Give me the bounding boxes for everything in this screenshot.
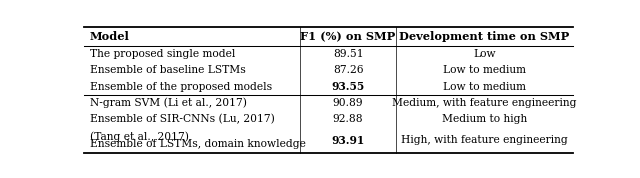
Text: Low to medium: Low to medium	[443, 82, 526, 92]
Text: Ensemble of SIR-CNNs (Lu, 2017): Ensemble of SIR-CNNs (Lu, 2017)	[90, 114, 275, 125]
Text: Low: Low	[473, 49, 496, 59]
Text: Low to medium: Low to medium	[443, 65, 526, 75]
Text: (Tang et al., 2017): (Tang et al., 2017)	[90, 131, 189, 142]
Text: 87.26: 87.26	[333, 65, 364, 75]
Text: High, with feature engineering: High, with feature engineering	[401, 135, 568, 145]
Text: Development time on SMP: Development time on SMP	[399, 31, 570, 42]
Text: Ensemble of the proposed models: Ensemble of the proposed models	[90, 82, 272, 92]
Text: 93.91: 93.91	[332, 135, 365, 146]
Text: The proposed single model: The proposed single model	[90, 49, 236, 59]
Text: Ensemble of baseline LSTMs: Ensemble of baseline LSTMs	[90, 65, 246, 75]
Text: 93.55: 93.55	[332, 81, 365, 92]
Text: F1 (%) on SMP: F1 (%) on SMP	[300, 31, 396, 42]
Text: 90.89: 90.89	[333, 98, 364, 108]
Text: 89.51: 89.51	[333, 49, 364, 59]
Text: N-gram SVM (Li et al., 2017): N-gram SVM (Li et al., 2017)	[90, 98, 247, 108]
Text: Medium to high: Medium to high	[442, 114, 527, 124]
Text: Model: Model	[90, 31, 130, 42]
Text: Medium, with feature engineering: Medium, with feature engineering	[392, 98, 577, 108]
Text: 92.88: 92.88	[333, 114, 364, 124]
Text: Ensemble of LSTMs, domain knowledge: Ensemble of LSTMs, domain knowledge	[90, 139, 306, 149]
